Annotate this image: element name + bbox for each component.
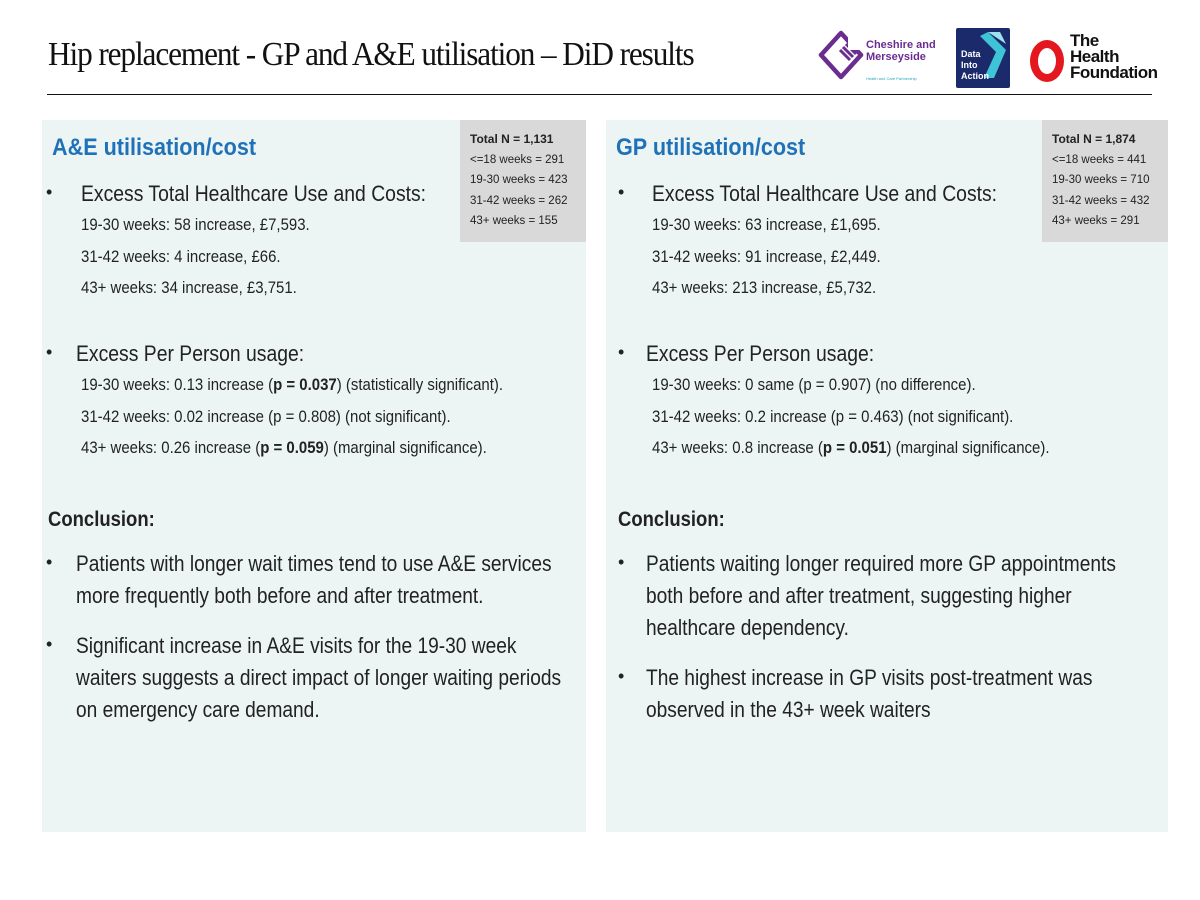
excess-total-heading: Excess Total Healthcare Use and Costs: [81,181,427,206]
ring-icon [1030,40,1064,82]
sample-size-box: Total N = 1,874 <=18 weeks = 441 19-30 w… [1042,120,1168,242]
row-text: 19-30 weeks: 0.13 increase ( [81,375,274,394]
row-text: 43+ weeks: 0.8 increase ( [652,438,823,457]
per-person-row: 43+ weeks: 0.8 increase (p = 0.051) (mar… [652,432,1049,464]
bullet-icon: • [618,666,625,686]
conclusion-line: The highest increase in GP visits post-t… [646,665,1093,690]
excess-total-heading: Excess Total Healthcare Use and Costs: [652,181,998,206]
sample-row: 43+ weeks = 291 [1052,215,1140,227]
logo-text: Cheshire and [866,39,936,51]
per-person-row: 31-42 weeks: 0.02 increase (p = 0.808) (… [81,401,503,433]
sample-row: <=18 weeks = 441 [1052,153,1147,166]
per-person-list: 19-30 weeks: 0.13 increase (p = 0.037) (… [81,369,503,464]
sample-row: 31-42 weeks = 262 [470,194,568,207]
health-foundation-logo: The Health Foundation [1030,31,1160,89]
data-into-action-logo: Data Into Action [956,28,1010,88]
per-person-list: 19-30 weeks: 0 same (p = 0.907) (no diff… [652,369,1049,464]
p-value: p = 0.037 [273,375,337,394]
p-value: p = 0.051 [822,438,887,457]
bullet-icon: • [46,342,53,362]
sample-row: 43+ weeks = 155 [470,215,558,227]
excess-total-row: 43+ weeks: 34 increase, £3,751. [81,278,297,297]
excess-total-row: 19-30 weeks: 58 increase, £7,593. [81,215,310,234]
row-text: ) (statistically significant). [336,375,504,394]
bullet-icon: • [618,182,625,202]
conclusion-line: waiters suggests a direct impact of long… [76,665,562,690]
conclusion-bullet: The highest increase in GP visits post-t… [646,662,1092,726]
conclusion-line: both before and after treatment, suggest… [646,583,1072,608]
bullet-icon: • [618,342,625,362]
conclusion-line: more frequently both before and after tr… [76,583,484,608]
per-person-row: 19-30 weeks: 0 same (p = 0.907) (no diff… [652,369,1049,401]
logo-text: The [1070,31,1099,50]
p-value: p = 0.463 [835,406,899,426]
excess-total-row: 31-42 weeks: 4 increase, £66. [81,246,281,266]
excess-total-row: 31-42 weeks: 91 increase, £2,449. [652,246,881,266]
bullet-icon: • [46,182,53,202]
row-text: 43+ weeks: 0.26 increase ( [81,438,261,457]
total-n: Total N = 1,874 [1052,132,1136,146]
logo-text: Health [1070,47,1119,66]
bullet-icon: • [46,552,53,572]
logo-tagline: Health and Care Partnership [866,76,917,81]
sample-row: <=18 weeks = 291 [470,153,565,166]
logo-text: Data [961,49,981,59]
per-person-row: 43+ weeks: 0.26 increase (p = 0.059) (ma… [81,432,503,464]
logo-text: Merseyside [866,51,926,63]
logo-text: Foundation [1070,63,1158,82]
chevron-icon [980,32,1006,78]
row-text: ) (no difference). [866,375,976,394]
conclusion-bullet: Significant increase in A&E visits for t… [76,630,561,726]
slide-title: Hip replacement - GP and A&E utilisation… [48,36,695,73]
excess-total-list: 19-30 weeks: 58 increase, £7,593. 31-42 … [81,209,310,304]
conclusion-line: healthcare dependency. [646,615,849,640]
ae-panel: A&E utilisation/cost Total N = 1,131 <=1… [42,120,586,832]
total-n: Total N = 1,131 [470,132,554,146]
logo-text: Into [961,60,978,70]
excess-total-list: 19-30 weeks: 63 increase, £1,695. 31-42 … [652,209,881,304]
row-text: ) (not significant). [898,406,1014,426]
conclusion-heading: Conclusion: [618,508,725,531]
per-person-heading: Excess Per Person usage: [646,341,875,366]
per-person-heading: Excess Per Person usage: [76,341,305,366]
row-text: ) (not significant). [335,406,451,426]
conclusion-line: observed in the 43+ week waiters [646,697,931,722]
title-divider [47,94,1152,95]
row-text: 19-30 weeks: 0 same ( [652,375,804,394]
row-text: ) (marginal significance). [886,438,1050,457]
conclusion-bullet: Patients with longer wait times tend to … [76,548,552,612]
row-text: 31-42 weeks: 0.2 increase ( [652,406,836,426]
sample-row: 19-30 weeks = 423 [470,174,568,186]
conclusion-line: on emergency care demand. [76,697,320,722]
per-person-row: 31-42 weeks: 0.2 increase (p = 0.463) (n… [652,401,1049,433]
gp-panel: GP utilisation/cost Total N = 1,874 <=18… [606,120,1168,832]
conclusion-heading: Conclusion: [48,508,155,531]
bullet-icon: • [618,552,625,572]
conclusion-line: Patients with longer wait times tend to … [76,551,552,576]
sample-row: 19-30 weeks = 710 [1052,174,1150,186]
p-value: p = 0.059 [260,438,324,457]
conclusion-line: Patients waiting longer required more GP… [646,551,1116,576]
conclusion-bullet: Patients waiting longer required more GP… [646,548,1116,644]
p-value: p = 0.808 [273,406,336,426]
per-person-row: 19-30 weeks: 0.13 increase (p = 0.037) (… [81,369,503,401]
logo-text: Action [961,71,989,81]
conclusion-line: Significant increase in A&E visits for t… [76,633,517,658]
diamond-logo-icon [818,30,864,80]
row-text: ) (marginal significance). [323,438,487,457]
sample-row: 31-42 weeks = 432 [1052,194,1150,207]
excess-total-row: 43+ weeks: 213 increase, £5,732. [652,278,877,297]
excess-total-row: 19-30 weeks: 63 increase, £1,695. [652,215,881,234]
p-value: p = 0.907 [803,375,867,394]
panel-title: A&E utilisation/cost [52,134,257,161]
bullet-icon: • [46,634,53,654]
cheshire-merseyside-logo: Cheshire and Merseyside Health and Care P… [818,30,938,86]
panel-title: GP utilisation/cost [616,134,806,161]
sample-size-box: Total N = 1,131 <=18 weeks = 291 19-30 w… [460,120,586,242]
row-text: 31-42 weeks: 0.02 increase ( [81,406,274,426]
